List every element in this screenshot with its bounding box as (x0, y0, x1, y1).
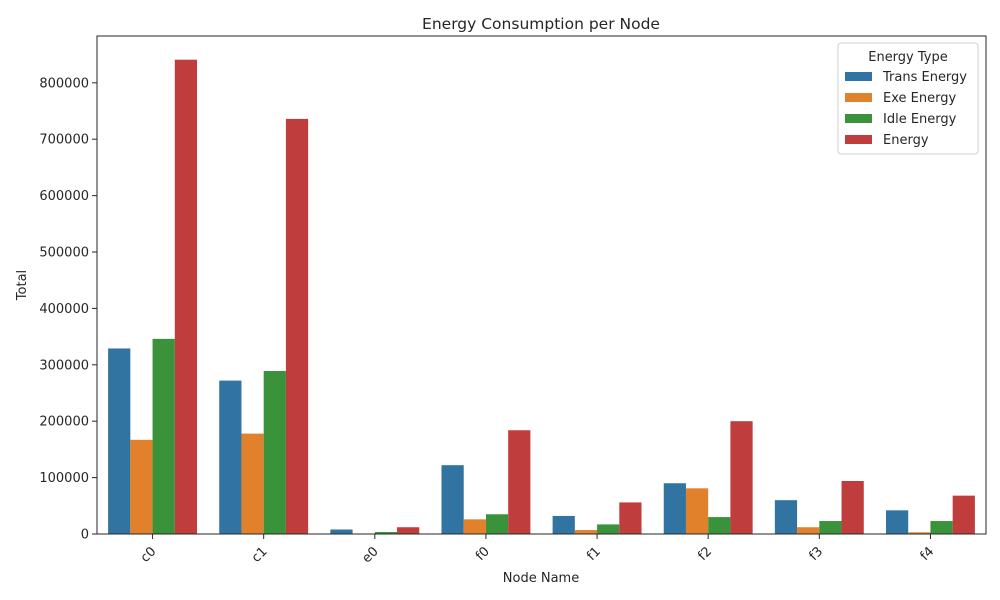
y-tick-label: 700000 (39, 133, 89, 148)
legend-label-trans-energy: Trans Energy (882, 70, 967, 85)
x-tick-label-f2: f2 (695, 544, 715, 564)
y-tick-label: 100000 (39, 471, 89, 486)
bar-f1-energy (619, 502, 642, 534)
legend-label-exe-energy: Exe Energy (883, 91, 956, 106)
x-tick-label-f0: f0 (473, 544, 493, 564)
bar-f3-exe-energy (797, 527, 820, 534)
x-tick-label-f1: f1 (584, 544, 604, 564)
bar-f0-idle-energy (485, 514, 509, 534)
legend-label-idle-energy: Idle Energy (883, 112, 957, 127)
bars-layer (108, 59, 975, 534)
legend-swatch-energy (845, 135, 872, 144)
x-tick-label-c1: c1 (249, 544, 271, 566)
x-tick-label-c0: c0 (138, 544, 160, 566)
bar-f3-trans-energy (774, 500, 798, 534)
bar-c0-trans-energy (108, 348, 131, 534)
bar-e0-idle-energy (374, 532, 398, 534)
bar-f1-exe-energy (574, 530, 598, 534)
legend-swatch-exe-energy (845, 93, 872, 102)
bar-f0-energy (508, 430, 531, 534)
bar-c0-energy (174, 59, 198, 534)
bar-f2-energy (730, 421, 753, 534)
x-tick-label-f3: f3 (806, 544, 826, 564)
bar-e0-energy (397, 527, 420, 534)
plot-frame (96, 35, 987, 535)
legend-swatch-idle-energy (845, 114, 872, 123)
bar-f4-trans-energy (885, 510, 909, 534)
bar-c1-energy (285, 118, 309, 534)
bar-c0-idle-energy (152, 338, 175, 534)
x-axis-title: Node Name (503, 571, 579, 586)
x-tick-label-f4: f4 (918, 544, 938, 564)
bar-f4-exe-energy (908, 532, 931, 534)
bar-e0-trans-energy (330, 529, 353, 534)
y-tick-label: 200000 (39, 415, 89, 430)
bar-f2-idle-energy (708, 517, 731, 534)
legend-swatch-trans-energy (845, 72, 872, 81)
y-tick-label: 500000 (39, 246, 89, 261)
legend-title: Energy Type (868, 50, 948, 65)
chart-title: Energy Consumption per Node (422, 15, 660, 33)
y-tick-label: 400000 (39, 302, 89, 317)
y-axis: 0 100000 200000 300000 400000 500000 600000 700… (39, 76, 97, 543)
bar-f4-energy (952, 495, 975, 534)
bar-f4-idle-energy (930, 521, 953, 534)
bar-f2-trans-energy (663, 483, 686, 534)
bar-f0-trans-energy (441, 465, 464, 534)
y-tick-label: 600000 (39, 189, 89, 204)
legend: Energy Type Trans Energy Exe Energy Idle E… (837, 42, 979, 155)
bar-f2-exe-energy (685, 488, 709, 534)
bar-f1-trans-energy (552, 515, 575, 534)
bar-c1-idle-energy (263, 371, 286, 534)
legend-box (837, 42, 979, 155)
x-axis: c0 c1 e0 f0 f1 f2 f3 f4 (138, 534, 937, 566)
y-tick-label: 0 (81, 528, 89, 543)
bar-f0-exe-energy (463, 519, 486, 534)
y-tick-label: 800000 (39, 76, 89, 91)
y-axis-title: Total (15, 270, 30, 301)
bar-c1-exe-energy (241, 433, 264, 534)
bar-f3-idle-energy (819, 521, 842, 534)
legend-label-energy: Energy (883, 133, 929, 148)
bar-c0-exe-energy (130, 439, 153, 534)
x-tick-label-e0: e0 (360, 544, 382, 566)
y-tick-label: 300000 (39, 358, 89, 373)
bar-f1-idle-energy (597, 524, 620, 534)
bar-f3-energy (841, 480, 864, 534)
bar-c1-trans-energy (219, 380, 242, 534)
